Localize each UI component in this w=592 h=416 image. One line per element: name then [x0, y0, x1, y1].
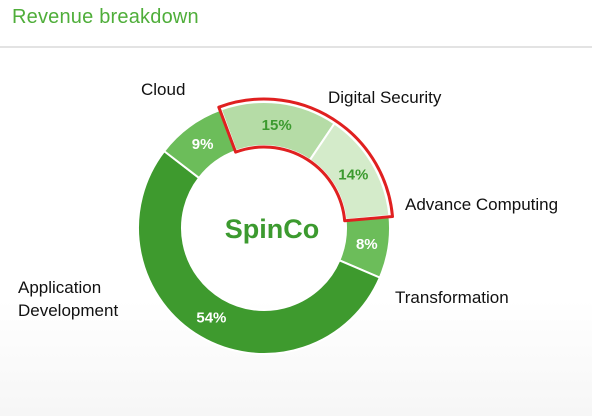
slice-label-digital-security: 15%	[262, 117, 292, 134]
title-divider	[0, 46, 592, 48]
slice-label-transformation: 8%	[356, 236, 378, 253]
slice-application-development	[137, 149, 382, 355]
external-label-transformation: Transformation	[395, 288, 509, 307]
external-label-application-development: Application Development	[18, 278, 118, 320]
donut-center-label: SpinCo	[225, 214, 320, 244]
slice-label-cloud: 9%	[192, 136, 214, 153]
highlight-outline	[217, 97, 394, 223]
slice-label-application-development: 54%	[196, 310, 226, 327]
external-label-advance-computing: Advance Computing	[405, 195, 558, 214]
slide-title: Revenue breakdown	[12, 6, 199, 28]
external-label-cloud: Cloud	[141, 80, 185, 99]
slice-percentage-labels: 15% 14% 8% 54% 9%	[192, 117, 378, 327]
external-label-digital-security: Digital Security	[328, 88, 442, 107]
slice-label-advance-computing: 14%	[338, 167, 368, 184]
